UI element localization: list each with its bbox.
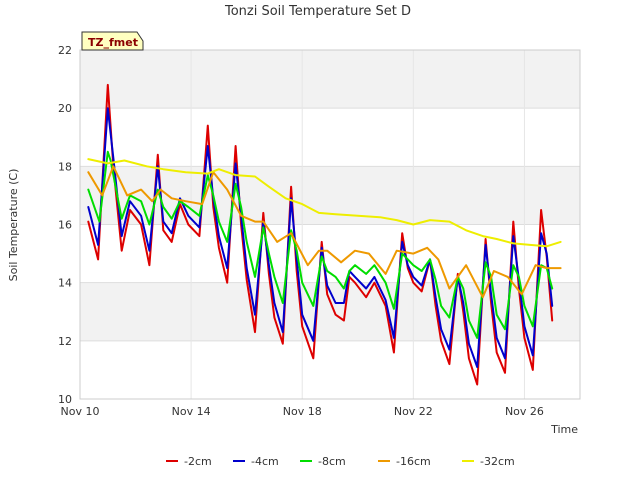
y-tick-label: 20 bbox=[58, 102, 72, 115]
series-lines bbox=[87, 83, 562, 386]
plot-band bbox=[80, 108, 580, 167]
legend-label: -32cm bbox=[480, 455, 515, 468]
y-tick-label: 22 bbox=[58, 44, 72, 57]
badge-shape bbox=[81, 31, 144, 51]
x-tick-label: Nov 10 bbox=[61, 405, 100, 418]
legend-label: -16cm bbox=[396, 455, 431, 468]
chart-title: Tonzi Soil Temperature Set D bbox=[224, 4, 411, 19]
y-tick-label: 14 bbox=[58, 277, 72, 290]
plot-band bbox=[80, 50, 580, 109]
legend-label: -2cm bbox=[184, 455, 212, 468]
badge: TZ_fmet bbox=[81, 31, 144, 51]
x-axis-label: Time bbox=[550, 423, 578, 436]
y-tick-label: 18 bbox=[58, 160, 72, 173]
y-tick-labels: 10 12 14 16 18 20 22 bbox=[58, 44, 72, 406]
legend-label: -4cm bbox=[251, 455, 279, 468]
series-line-16cm bbox=[87, 165, 562, 299]
y-tick-label: 10 bbox=[58, 393, 72, 406]
plot-frame bbox=[79, 49, 581, 400]
x-tick-label: Nov 18 bbox=[283, 405, 322, 418]
series-line-32cm bbox=[87, 158, 562, 248]
y-tick-label: 16 bbox=[58, 219, 72, 232]
x-tick-labels: Nov 10 Nov 14 Nov 18 Nov 22 Nov 26 bbox=[61, 405, 544, 418]
series-line-8cm bbox=[87, 150, 554, 339]
x-tick-label: Nov 14 bbox=[172, 405, 211, 418]
legend-label: -8cm bbox=[318, 455, 346, 468]
x-tick-label: Nov 22 bbox=[394, 405, 433, 418]
badge-label: TZ_fmet bbox=[88, 36, 138, 49]
plot-background-bands bbox=[80, 50, 580, 399]
legend: -2cm -4cm -8cm -16cm -32cm bbox=[166, 455, 515, 468]
y-tick-label: 12 bbox=[58, 335, 72, 348]
y-axis-label: Soil Temperature (C) bbox=[7, 169, 20, 282]
x-tick-label: Nov 26 bbox=[505, 405, 544, 418]
